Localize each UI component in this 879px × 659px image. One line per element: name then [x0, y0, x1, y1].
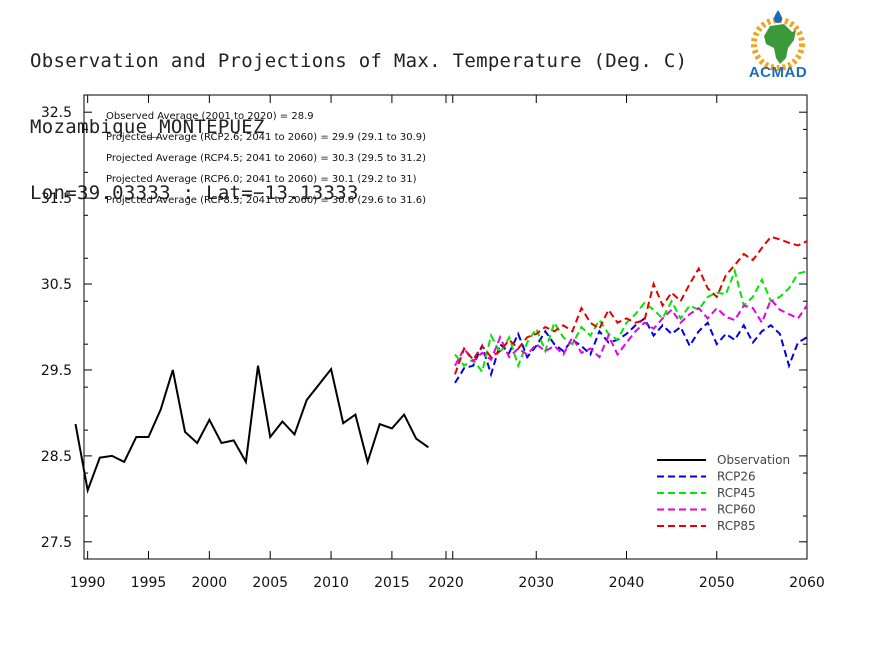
x-tick-label: 2060 — [789, 575, 825, 591]
y-tick-label: 28.5 — [41, 449, 72, 465]
x-tick-label: 2015 — [374, 575, 410, 591]
legend-label-rcp60: RCP60 — [717, 503, 756, 517]
average-annotation: Projected Average (RCP2.6; 2041 to 2060)… — [106, 132, 426, 143]
x-tick-label: 2020 — [428, 575, 464, 591]
legend-label-rcp26: RCP26 — [717, 470, 756, 484]
y-tick-label: 30.5 — [41, 277, 72, 293]
average-annotation: Observed Average (2001 to 2020) = 28.9 — [106, 111, 314, 122]
series-line-rcp26 — [454, 316, 808, 384]
x-tick-label: 2005 — [252, 575, 288, 591]
legend-label-rcp45: RCP45 — [717, 486, 756, 500]
legend-label-observation: Observation — [717, 453, 790, 467]
y-tick-label: 29.5 — [41, 363, 72, 379]
chart-title-block: Observation and Projections of Max. Temp… — [30, 6, 687, 226]
x-tick-label: 1990 — [70, 575, 106, 591]
station-name: Mozambique_MONTEPUEZ — [30, 116, 265, 138]
series-line-rcp45 — [454, 267, 808, 374]
station-coordinates: Lon=39.03333 : Lat=−13.13333 — [30, 182, 359, 204]
x-tick-label: 1995 — [131, 575, 167, 591]
x-tick-label: 2030 — [518, 575, 554, 591]
series-line-rcp60 — [454, 297, 808, 367]
legend-label-rcp85: RCP85 — [717, 519, 756, 533]
x-tick-label: 2050 — [699, 575, 735, 591]
chart-title: Observation and Projections of Max. Temp… — [30, 50, 688, 72]
y-tick-label: 32.5 — [41, 105, 72, 121]
plot-area-frame — [83, 94, 808, 560]
x-tick-label: 2040 — [609, 575, 645, 591]
series-line-observation — [74, 365, 429, 495]
average-annotation: Projected Average (RCP6.0; 2041 to 2060)… — [106, 174, 417, 185]
x-tick-label: 2000 — [192, 575, 228, 591]
average-annotation: Projected Average (RCP8.5; 2041 to 2060)… — [106, 195, 426, 206]
series-line-rcp85 — [454, 235, 808, 375]
y-tick-label: 27.5 — [41, 535, 72, 551]
acmad-logo-icon — [751, 10, 805, 71]
x-tick-label: 2010 — [313, 575, 349, 591]
acmad-logo-text: ACMAD — [748, 64, 808, 81]
y-tick-label: 31.5 — [41, 191, 72, 207]
average-annotation: Projected Average (RCP4.5; 2041 to 2060)… — [106, 153, 426, 164]
